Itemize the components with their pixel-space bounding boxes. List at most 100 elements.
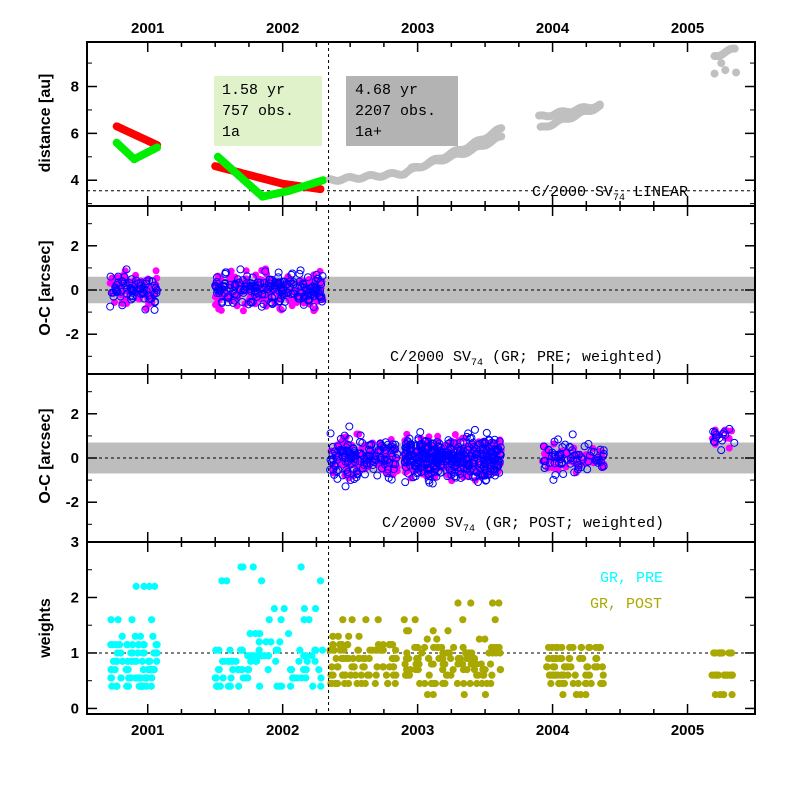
oc-point: [470, 425, 479, 434]
oc-point: [559, 470, 568, 479]
weight-point: [286, 682, 295, 690]
weight-point: [585, 671, 594, 679]
oc-point: [274, 268, 283, 277]
oc-point: [404, 469, 413, 478]
weight-point: [138, 649, 147, 657]
weight-point: [297, 563, 305, 571]
oc-point: [352, 467, 361, 476]
weight-point: [559, 690, 567, 699]
weight-point: [418, 649, 426, 657]
oc-point: [278, 304, 287, 313]
oc-point: [479, 446, 488, 455]
oc-point: [309, 303, 318, 312]
weight-point: [290, 674, 298, 682]
weight-point: [309, 682, 317, 690]
weight-point: [134, 674, 142, 682]
weight-point: [140, 582, 148, 590]
bottom-x-tick-label: 2004: [536, 722, 570, 739]
oc-point: [424, 476, 433, 485]
weight-point: [379, 641, 387, 649]
weight-point: [353, 679, 361, 688]
oc-point: [317, 294, 326, 303]
oc-point: [383, 440, 392, 449]
oc-point: [368, 460, 377, 469]
oc-point: [473, 454, 482, 463]
weight-point: [232, 657, 240, 665]
weight-point: [720, 671, 729, 679]
oc-point: [340, 431, 349, 440]
sigma-band: [88, 276, 754, 304]
oc-point: [402, 455, 411, 464]
weight-point: [473, 671, 481, 679]
weight-point: [716, 690, 724, 699]
box-pre-bg: [214, 76, 322, 146]
weight-point: [145, 582, 154, 590]
weight-point: [153, 641, 161, 649]
oc-point: [377, 441, 386, 450]
oc-point: [541, 456, 550, 465]
oc-point: [410, 451, 419, 460]
oc-point: [329, 465, 338, 474]
oc-point: [541, 461, 550, 470]
weight-point: [340, 646, 348, 654]
oc-point: [472, 444, 481, 453]
weight-point: [244, 666, 252, 674]
oc-point: [221, 269, 230, 278]
weight-point: [328, 663, 336, 671]
oc-point: [546, 458, 555, 467]
oc-point: [122, 289, 131, 298]
distance-point: [319, 176, 328, 185]
weight-point: [262, 638, 270, 646]
oc-point: [222, 268, 231, 277]
weight-point: [444, 627, 452, 635]
oc-point: [554, 435, 563, 444]
oc-point: [403, 430, 411, 438]
weight-point: [300, 604, 309, 613]
oc-point: [225, 280, 234, 289]
weight-point: [390, 654, 398, 663]
oc-point: [438, 448, 447, 457]
weight-point: [235, 682, 243, 690]
oc-point: [259, 285, 268, 294]
oc-point: [229, 298, 238, 307]
oc-point: [239, 288, 248, 297]
oc-point: [328, 443, 337, 452]
weight-point: [255, 682, 264, 690]
oc-point: [413, 459, 422, 468]
y-tick-label: -2: [66, 326, 79, 343]
oc-point: [407, 474, 415, 482]
weight-point: [496, 649, 504, 657]
oc-point: [238, 297, 247, 306]
weight-point: [359, 663, 367, 671]
weight-point: [316, 577, 325, 585]
weight-point: [480, 671, 488, 679]
weight-point: [224, 682, 232, 690]
oc-point: [401, 443, 410, 452]
oc-point: [106, 272, 115, 281]
weight-point: [460, 690, 468, 699]
weight-point: [311, 604, 320, 613]
oc-point: [350, 455, 359, 464]
oc-point: [709, 427, 718, 436]
oc-point: [548, 448, 557, 457]
oc-point: [271, 282, 280, 291]
weight-point: [459, 666, 468, 674]
weight-point: [332, 654, 340, 663]
weight-point: [124, 657, 132, 665]
weight-point: [435, 654, 443, 663]
weight-point: [433, 643, 441, 652]
oc-point: [376, 446, 385, 455]
oc-point: [717, 446, 726, 455]
weight-point: [585, 643, 593, 652]
oc-point: [431, 458, 440, 467]
box-post-bg: [346, 76, 458, 146]
weight-point: [113, 657, 121, 665]
weight-point: [459, 616, 467, 624]
top-x-tick-label: 2004: [536, 20, 570, 37]
weight-point: [488, 671, 496, 679]
oc-point: [233, 275, 242, 284]
weight-point: [374, 616, 382, 624]
oc-point: [423, 465, 432, 474]
weight-point: [251, 657, 260, 665]
oc-point: [725, 424, 734, 433]
